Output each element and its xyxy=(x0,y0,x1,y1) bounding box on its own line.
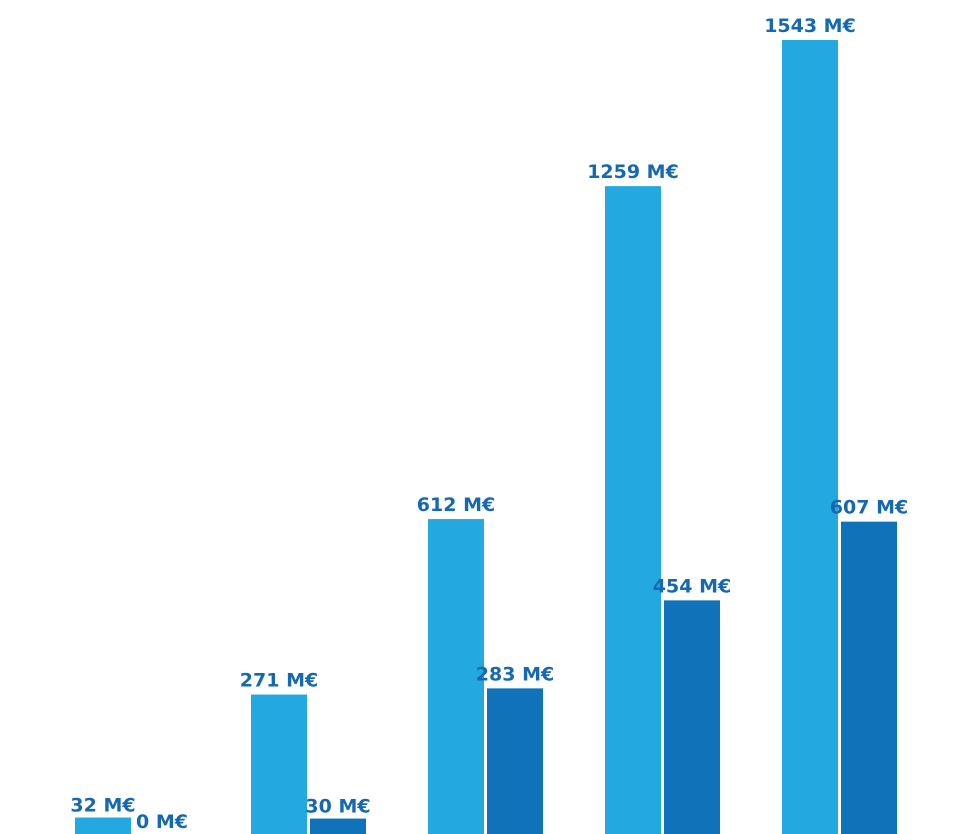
bar-s2-c4 xyxy=(664,600,720,834)
value-label-s2-c1: 0 M€ xyxy=(136,811,188,833)
bar-s2-c3 xyxy=(487,688,543,834)
value-label-s1-c5: 1543 M€ xyxy=(764,15,856,37)
value-label-s1-c3: 612 M€ xyxy=(417,494,495,516)
value-label-s2-c2: 30 M€ xyxy=(305,796,370,818)
value-label-s1-c4: 1259 M€ xyxy=(587,161,679,183)
bar-s2-c2 xyxy=(310,818,366,834)
bar-s1-c3 xyxy=(428,519,484,834)
bar-s1-c4 xyxy=(605,186,661,834)
value-label-s2-c4: 454 M€ xyxy=(653,575,731,597)
value-labels-group: 32 M€ 271 M€ 612 M€ 1259 M€ 1543 M€ 0 M€ 30 M€… xyxy=(70,15,908,833)
value-label-s1-c1: 32 M€ xyxy=(70,795,135,817)
value-label-s2-c5: 607 M€ xyxy=(830,497,908,519)
bar-s1-c5 xyxy=(782,40,838,834)
bar-s1-c2 xyxy=(251,694,307,834)
bar-s2-c5 xyxy=(841,521,897,834)
value-label-s2-c3: 283 M€ xyxy=(476,663,554,685)
bars-group xyxy=(75,40,897,834)
value-label-s1-c2: 271 M€ xyxy=(240,670,318,692)
bar-s1-c1 xyxy=(75,817,131,834)
